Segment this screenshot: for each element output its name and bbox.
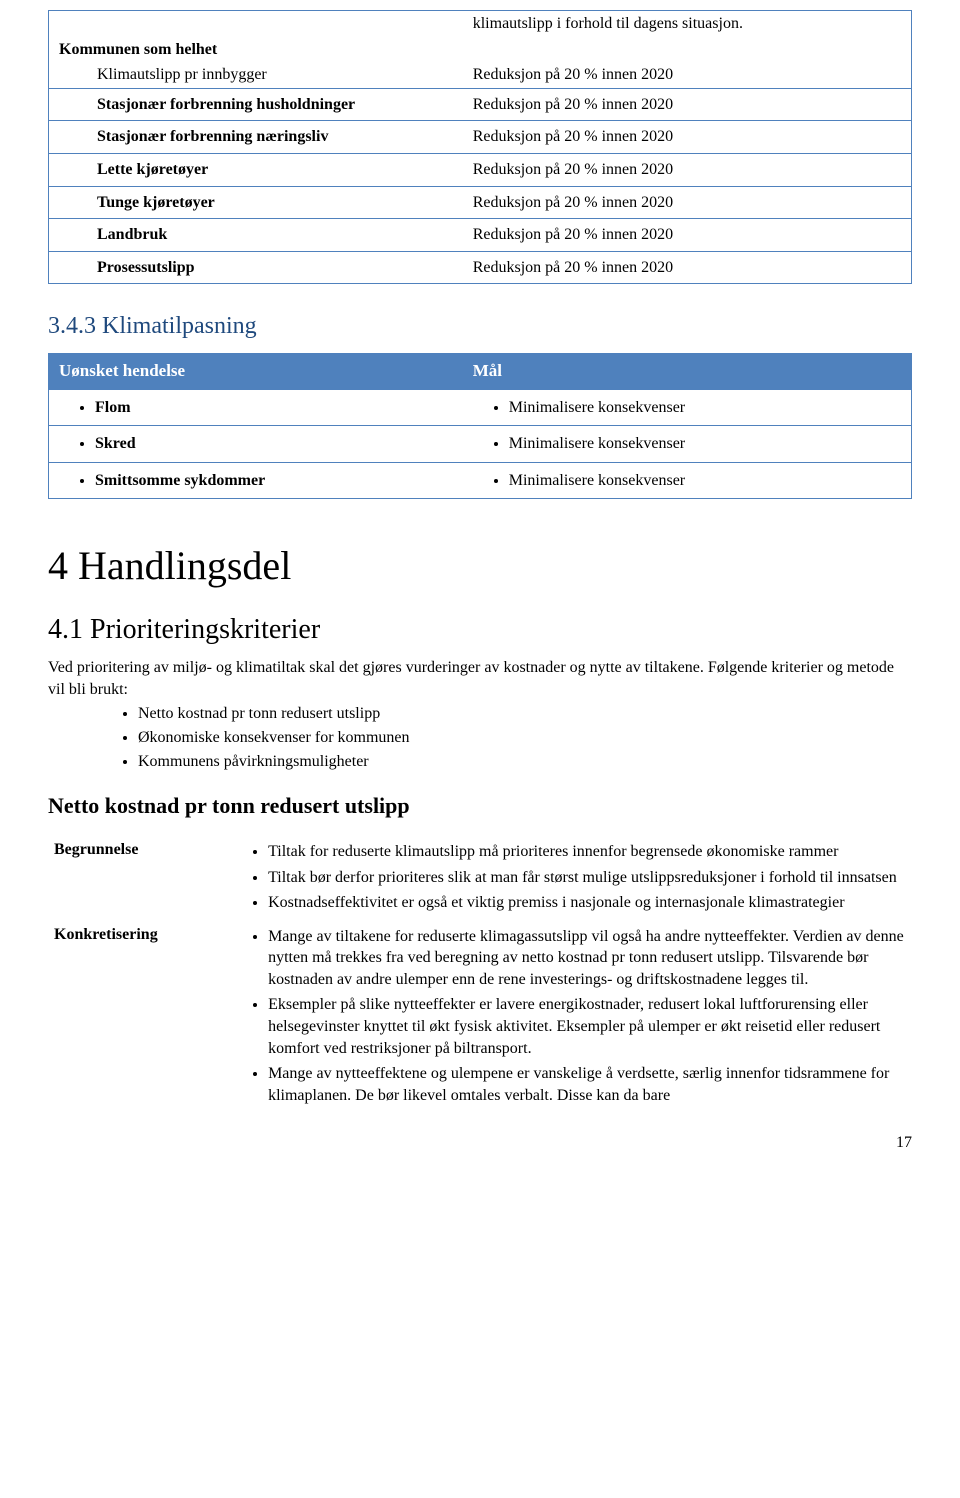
table-cell: Stasjonær forbrenning husholdninger [49, 88, 463, 121]
table-cell: Reduksjon på 20 % innen 2020 [463, 62, 912, 88]
paragraph: Ved prioritering av miljø- og klimatilta… [48, 657, 912, 700]
table-cell: Lette kjøretøyer [49, 153, 463, 186]
table-cell: klimautslipp i forhold til dagens situas… [463, 11, 912, 37]
list-item: Mange av tiltakene for reduserte klimaga… [268, 924, 906, 993]
heading-4: 4 Handlingsdel [48, 539, 912, 593]
table-kommunen: klimautslipp i forhold til dagens situas… [48, 10, 912, 284]
table-klimatilpasning: Uønsket hendelse Mål Flom Minimalisere k… [48, 353, 912, 500]
table-header: Mål [463, 353, 912, 389]
table-cell: Minimalisere konsekvenser [463, 426, 912, 463]
table-cell: Reduksjon på 20 % innen 2020 [463, 186, 912, 219]
list-item: Mange av nytteeffektene og ulempene er v… [268, 1061, 906, 1108]
table-cell: Landbruk [49, 219, 463, 252]
list-item: Tiltak bør derfor prioriteres slik at ma… [268, 865, 906, 891]
table-cell [463, 37, 912, 63]
list-item: Kostnadseffektivitet er også et viktig p… [268, 890, 906, 916]
table-cell: Reduksjon på 20 % innen 2020 [463, 219, 912, 252]
table-cell: Minimalisere konsekvenser [463, 462, 912, 499]
table-cell: Skred [49, 426, 463, 463]
table-cell: Stasjonær forbrenning næringsliv [49, 121, 463, 154]
heading-343: 3.4.3 Klimatilpasning [48, 310, 912, 342]
table-cell: Prosessutslipp [49, 251, 463, 284]
table-cell: Reduksjon på 20 % innen 2020 [463, 153, 912, 186]
table-cell: Tunge kjøretøyer [49, 186, 463, 219]
table-cell: Reduksjon på 20 % innen 2020 [463, 251, 912, 284]
row-content: Mange av tiltakene for reduserte klimaga… [238, 920, 912, 1113]
row-content: Tiltak for reduserte klimautslipp må pri… [238, 835, 912, 920]
table-cell: Flom [49, 389, 463, 426]
list-item: Økonomiske konsekvenser for kommunen [138, 726, 912, 750]
row-label: Begrunnelse [48, 835, 238, 920]
list-item: Eksempler på slike nytteeffekter er lave… [268, 992, 906, 1061]
sub-heading: Netto kostnad pr tonn redusert utslipp [48, 791, 912, 821]
table-cell: Smittsomme sykdommer [49, 462, 463, 499]
table-begrunnelse: Begrunnelse Tiltak for reduserte klimaut… [48, 835, 912, 1113]
list-item: Tiltak for reduserte klimautslipp må pri… [268, 839, 906, 865]
table-header: Uønsket hendelse [49, 353, 463, 389]
list-item: Kommunens påvirkningsmuligheter [138, 750, 912, 774]
table-cell: Klimautslipp pr innbygger [49, 62, 463, 88]
row-label: Konkretisering [48, 920, 238, 1113]
list-item: Netto kostnad pr tonn redusert utslipp [138, 702, 912, 726]
table-cell: Reduksjon på 20 % innen 2020 [463, 88, 912, 121]
table-cell: Minimalisere konsekvenser [463, 389, 912, 426]
table-cell [49, 11, 463, 37]
table-header-bold: Kommunen som helhet [49, 37, 463, 63]
table-cell: Reduksjon på 20 % innen 2020 [463, 121, 912, 154]
heading-41: 4.1 Prioriteringskriterier [48, 611, 912, 649]
page-number: 17 [48, 1132, 912, 1154]
criteria-list: Netto kostnad pr tonn redusert utslipp Ø… [48, 702, 912, 773]
